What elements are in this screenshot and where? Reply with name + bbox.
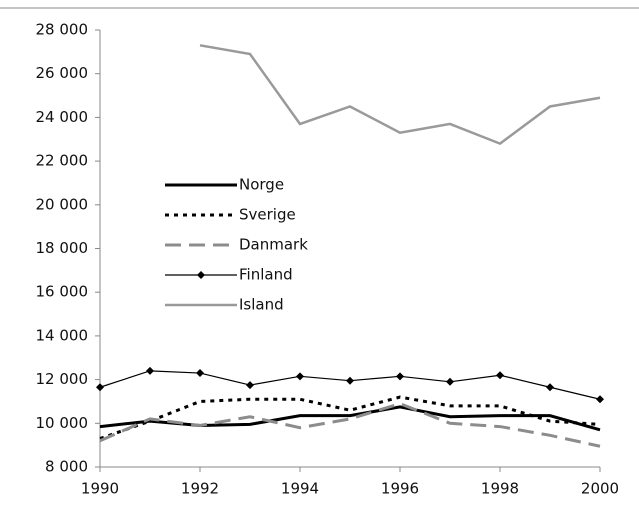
legend-label: Norge — [239, 176, 284, 194]
point-marker — [396, 372, 404, 381]
y-tick-label: 18 000 — [36, 239, 89, 257]
series-line — [99, 405, 601, 432]
y-tick-label: 14 000 — [36, 326, 89, 344]
point-marker — [246, 381, 254, 390]
point-marker — [596, 395, 604, 404]
y-tick-label: 20 000 — [36, 195, 89, 213]
y-tick-label: 12 000 — [36, 370, 89, 388]
legend-marker — [197, 271, 205, 279]
y-tick-label: 10 000 — [36, 414, 89, 432]
legend-label: Island — [239, 296, 284, 314]
y-tick-label: 16 000 — [36, 283, 89, 301]
point-marker — [96, 383, 104, 392]
y-tick-label: 28 000 — [36, 21, 89, 39]
series-line — [99, 402, 601, 448]
y-tick-label: 26 000 — [36, 64, 89, 82]
x-tick-label: 2000 — [581, 480, 619, 498]
y-tick-label: 24 000 — [36, 108, 89, 126]
point-marker — [346, 376, 354, 385]
y-tick-label: 8 000 — [45, 458, 88, 476]
point-marker — [146, 366, 154, 375]
point-marker — [196, 369, 204, 378]
x-tick-label: 1990 — [81, 480, 119, 498]
series-line — [199, 44, 601, 146]
y-tick-label: 22 000 — [36, 152, 89, 170]
point-marker — [446, 377, 454, 386]
point-marker — [296, 372, 304, 381]
legend-label: Finland — [239, 266, 293, 284]
x-tick-label: 1996 — [381, 480, 419, 498]
point-marker — [496, 371, 504, 380]
legend-label: Danmark — [239, 236, 308, 254]
point-marker — [546, 383, 554, 392]
legend-label: Sverige — [239, 206, 296, 224]
series-line — [99, 370, 601, 400]
x-tick-label: 1994 — [281, 480, 319, 498]
x-tick-label: 1992 — [181, 480, 219, 498]
x-tick-label: 1998 — [481, 480, 519, 498]
